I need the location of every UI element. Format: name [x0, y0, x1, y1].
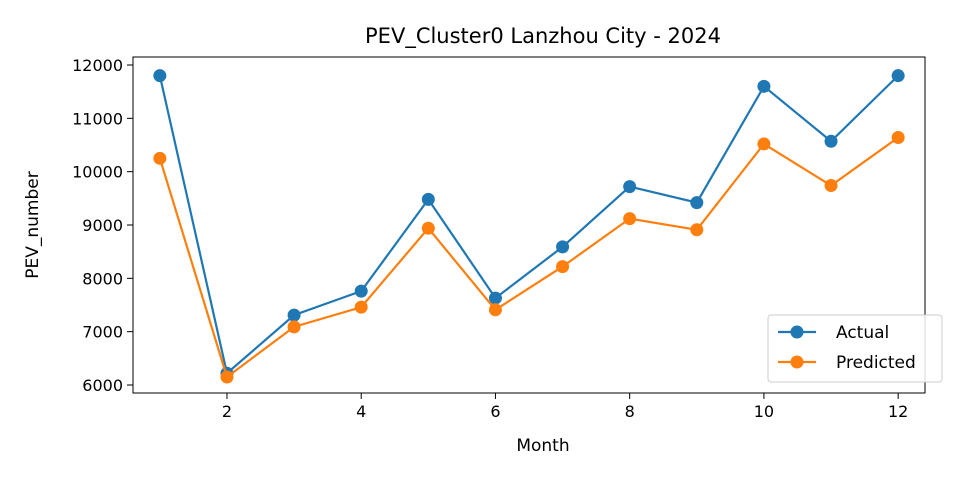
- legend-label-predicted: Predicted: [836, 353, 916, 373]
- legend-label-actual: Actual: [836, 323, 889, 343]
- data-point-predicted: [287, 320, 301, 334]
- series-line-predicted: [158, 136, 899, 379]
- data-point-actual: [354, 284, 368, 298]
- x-tick-label: 6: [490, 402, 500, 421]
- data-point-actual: [690, 196, 704, 210]
- y-tick-label: 11000: [72, 109, 123, 128]
- y-tick-label: 10000: [72, 163, 123, 182]
- data-point-predicted: [623, 212, 637, 226]
- y-axis-label: PEV_number: [23, 171, 43, 278]
- x-tick-label: 2: [222, 402, 232, 421]
- data-point-predicted: [488, 303, 502, 317]
- data-point-actual: [757, 79, 771, 93]
- x-axis: 2 4 6 8 10 12: [222, 393, 908, 421]
- data-point-actual: [488, 291, 502, 305]
- data-point-actual: [287, 308, 301, 322]
- data-point-actual: [421, 192, 435, 206]
- data-point-predicted: [891, 131, 905, 145]
- x-tick-label: 4: [356, 402, 366, 421]
- data-point-predicted: [824, 179, 838, 193]
- data-point-actual: [891, 69, 905, 83]
- data-point-predicted: [220, 370, 234, 384]
- data-point-actual: [556, 240, 570, 254]
- series-line-actual: [158, 74, 899, 376]
- x-tick-label: 12: [888, 402, 908, 421]
- data-point-actual: [824, 134, 838, 148]
- y-axis: 6000 7000 8000 9000 10000 11000 12000: [72, 56, 133, 395]
- data-point-predicted: [690, 223, 704, 237]
- y-tick-label: 9000: [82, 216, 123, 235]
- chart-title: PEV_Cluster0 Lanzhou City - 2024: [365, 24, 721, 49]
- data-point-actual: [623, 180, 637, 194]
- data-point-predicted: [153, 151, 167, 165]
- y-tick-label: 7000: [82, 323, 123, 342]
- legend: Actual Predicted: [767, 314, 943, 383]
- data-point-predicted: [757, 137, 771, 151]
- data-point-predicted: [556, 260, 570, 274]
- y-tick-label: 12000: [72, 56, 123, 75]
- data-point-predicted: [421, 221, 435, 235]
- y-tick-label: 6000: [82, 376, 123, 395]
- legend-marker-predicted: [790, 355, 804, 369]
- y-tick-label: 8000: [82, 269, 123, 288]
- x-tick-label: 8: [625, 402, 635, 421]
- data-point-predicted: [354, 300, 368, 314]
- x-tick-label: 10: [754, 402, 774, 421]
- legend-marker-actual: [790, 325, 804, 339]
- data-point-actual: [153, 69, 167, 83]
- x-axis-label: Month: [516, 436, 569, 456]
- series-layer: [153, 69, 905, 384]
